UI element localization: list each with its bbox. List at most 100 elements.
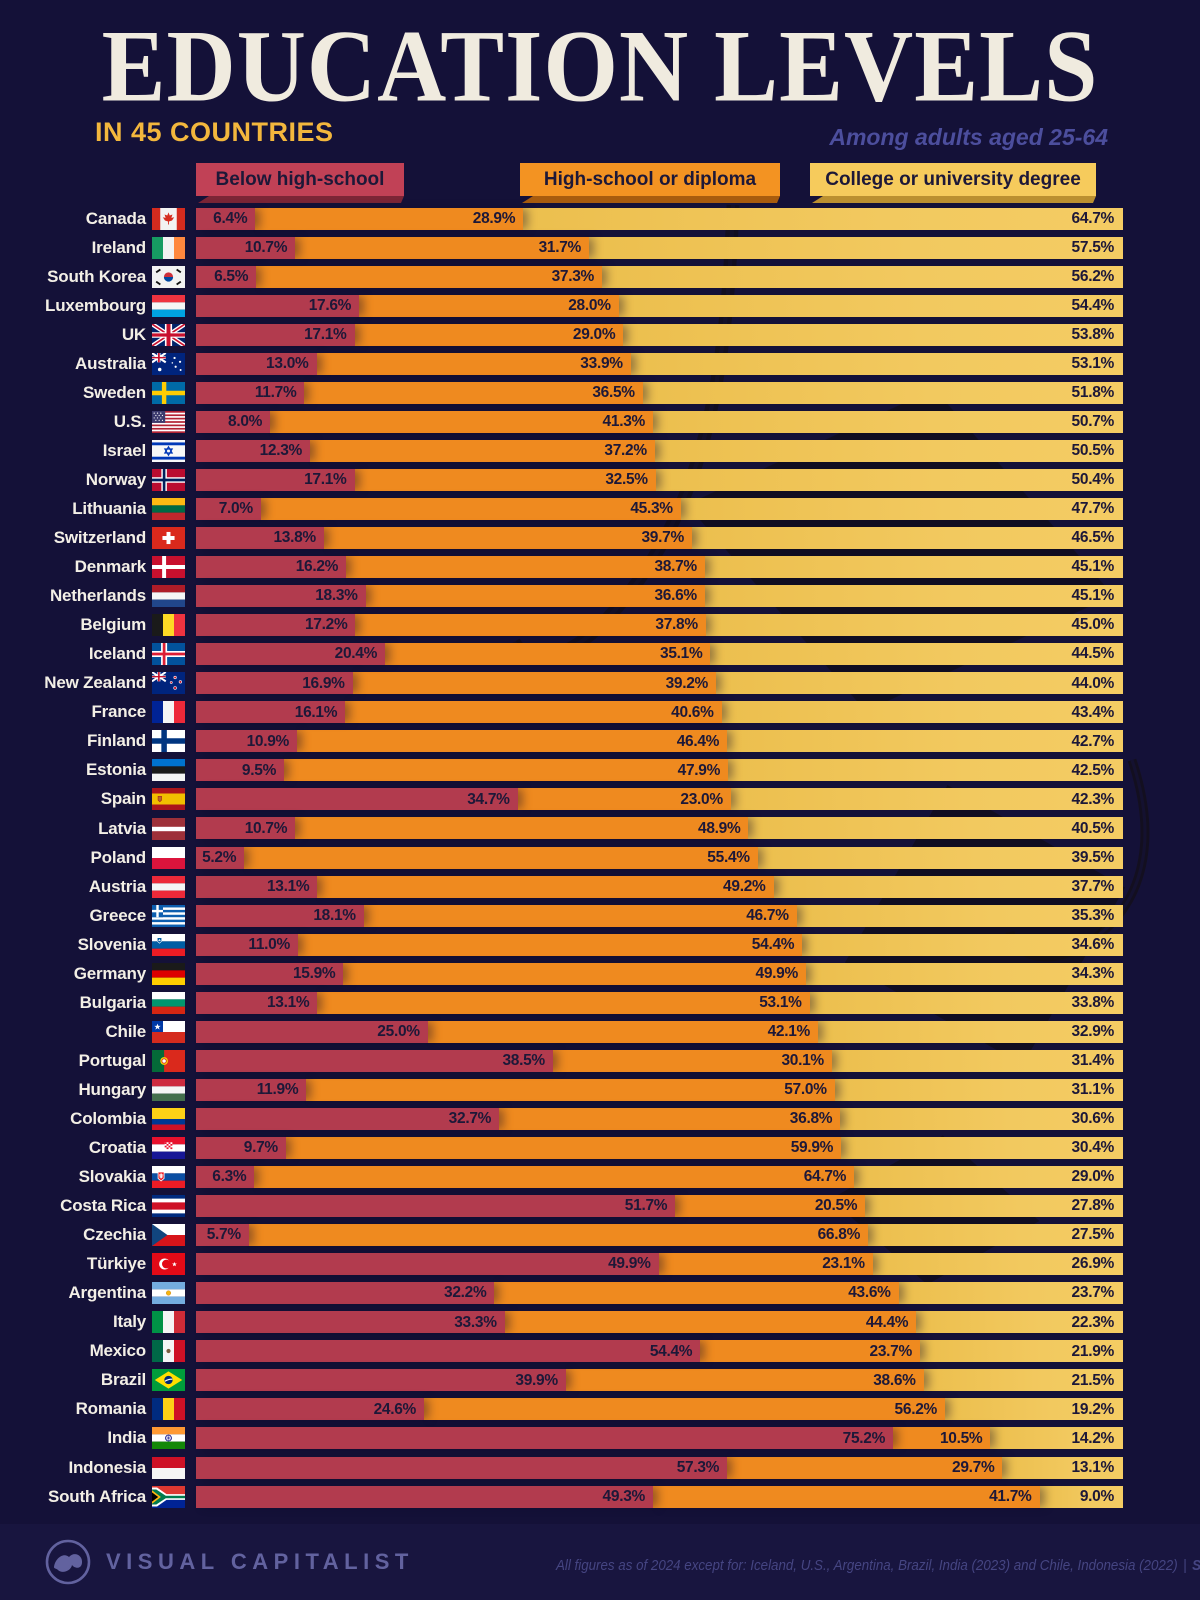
stacked-bar: 11.0% 54.4% 34.6% <box>196 933 1123 956</box>
country-row: Bulgaria 13.1% 53.1% 33.8% <box>0 988 1200 1017</box>
segment-value-label: 54.4% <box>751 935 795 953</box>
segment-college-degree: 50.7% <box>653 410 1123 433</box>
stacked-bar: 11.9% 57.0% 31.1% <box>196 1078 1123 1101</box>
country-name: U.S. <box>113 411 146 431</box>
country-name: Australia <box>75 353 146 373</box>
flag-icon-hungary <box>152 1078 185 1101</box>
segment-value-label: 38.6% <box>873 1371 916 1389</box>
segment-value-label: 12.3% <box>259 442 303 460</box>
country-row: Greece 18.1% 46.7% 35.3% <box>0 901 1200 930</box>
segment-highschool-diploma: 36.5% <box>304 381 643 404</box>
segment-value-label: 39.7% <box>641 529 684 547</box>
segment-value-label: 54.4% <box>1071 296 1115 314</box>
segment-highschool-diploma: 37.2% <box>310 439 655 462</box>
segment-value-label: 47.9% <box>677 761 721 779</box>
segment-value-label: 49.9% <box>608 1255 651 1273</box>
segment-below-highschool: 17.6% <box>196 294 360 317</box>
segment-value-label: 50.5% <box>1071 442 1115 460</box>
segment-highschool-diploma: 38.6% <box>565 1369 924 1392</box>
segment-value-label: 28.0% <box>568 296 611 314</box>
segment-below-highschool: 10.7% <box>196 236 296 259</box>
segment-below-highschool: 17.1% <box>196 323 355 346</box>
country-name: Belgium <box>80 615 146 635</box>
flag-icon-poland <box>152 846 185 869</box>
segment-value-label: 53.8% <box>1071 325 1115 343</box>
country-name: Latvia <box>98 818 146 838</box>
segment-value-label: 55.4% <box>707 848 750 866</box>
segment-below-highschool: 5.2% <box>196 846 245 869</box>
country-row: Colombia 32.7% 36.8% 30.6% <box>0 1104 1200 1133</box>
country-name: Poland <box>90 847 147 867</box>
segment-value-label: 20.5% <box>814 1197 858 1215</box>
segment-highschool-diploma: 37.8% <box>355 614 706 637</box>
segment-value-label: 7.0% <box>218 500 253 518</box>
flag-icon-australia <box>152 352 185 375</box>
segment-value-label: 37.7% <box>1071 877 1115 895</box>
segment-value-label: 14.2% <box>1071 1429 1115 1447</box>
country-row: Spain 34.7% 23.0% 42.3% <box>0 785 1200 814</box>
country-name: South Africa <box>47 1486 146 1506</box>
segment-value-label: 9.0% <box>1079 1487 1114 1505</box>
segment-below-highschool: 24.6% <box>196 1398 425 1421</box>
flag-icon-slovenia <box>152 933 185 956</box>
segment-value-label: 43.6% <box>848 1284 891 1302</box>
segment-college-degree: 31.1% <box>834 1078 1123 1101</box>
segment-value-label: 33.8% <box>1071 994 1115 1012</box>
segment-college-degree: 29.0% <box>854 1166 1123 1189</box>
subtitle-countries: IN 45 COUNTRIES <box>95 117 334 147</box>
country-row: Canada 6.4% 28.9% 64.7% <box>0 204 1200 233</box>
segment-value-label: 59.9% <box>790 1139 834 1157</box>
country-name: Croatia <box>88 1138 146 1158</box>
segment-value-label: 6.5% <box>214 267 249 285</box>
flag-icon-indonesia <box>152 1456 185 1479</box>
stacked-bar: 13.1% 49.2% 37.7% <box>196 875 1123 898</box>
country-row: Croatia 9.7% 59.9% 30.4% <box>0 1134 1200 1163</box>
segment-highschool-diploma: 39.7% <box>323 527 692 550</box>
segment-college-degree: 54.4% <box>618 294 1123 317</box>
segment-highschool-diploma: 40.6% <box>345 701 722 724</box>
stacked-bar: 17.2% 37.8% 45.0% <box>196 614 1123 637</box>
segment-value-label: 16.9% <box>302 674 345 692</box>
country-name: Germany <box>73 963 147 983</box>
flag-icon-luxembourg <box>152 294 185 317</box>
country-row: Hungary 11.9% 57.0% 31.1% <box>0 1075 1200 1104</box>
flag-icon-finland <box>152 730 185 753</box>
segment-below-highschool: 38.5% <box>196 1049 553 1072</box>
flag-icon-uk <box>152 323 185 346</box>
flag-icon-south-africa <box>152 1485 185 1508</box>
segment-below-highschool: 57.3% <box>196 1456 728 1479</box>
segment-highschool-diploma: 36.8% <box>499 1107 841 1130</box>
flag-icon-mexico <box>152 1340 185 1363</box>
segment-value-label: 5.7% <box>206 1226 241 1244</box>
country-name: Indonesia <box>68 1457 146 1477</box>
stacked-bar: 38.5% 30.1% 31.4% <box>196 1049 1123 1072</box>
segment-highschool-diploma: 56.2% <box>424 1398 945 1421</box>
segment-college-degree: 50.4% <box>655 468 1123 491</box>
segment-value-label: 5.2% <box>202 848 237 866</box>
segment-value-label: 44.5% <box>1071 645 1115 663</box>
segment-value-label: 9.7% <box>243 1139 278 1157</box>
segment-highschool-diploma: 35.1% <box>385 643 711 666</box>
segment-college-degree: 57.5% <box>589 236 1123 259</box>
country-row: Portugal 38.5% 30.1% 31.4% <box>0 1046 1200 1075</box>
segment-value-label: 57.5% <box>1071 238 1115 256</box>
country-row: Iceland 20.4% 35.1% 44.5% <box>0 640 1200 669</box>
stacked-bar: 33.3% 44.4% 22.3% <box>196 1311 1123 1334</box>
segment-highschool-diploma: 44.4% <box>504 1311 917 1334</box>
stacked-bar: 13.8% 39.7% 46.5% <box>196 527 1123 550</box>
stacked-bar: 24.6% 56.2% 19.2% <box>196 1398 1123 1421</box>
country-row: South Africa 49.3% 41.7% 9.0% <box>0 1482 1200 1511</box>
segment-value-label: 17.1% <box>304 471 347 489</box>
segment-value-label: 18.1% <box>313 906 356 924</box>
country-name: South Korea <box>47 266 146 286</box>
segment-value-label: 54.4% <box>649 1342 693 1360</box>
segment-value-label: 18.3% <box>315 587 358 605</box>
segment-value-label: 57.0% <box>784 1081 827 1099</box>
stacked-bar: 17.6% 28.0% 54.4% <box>196 294 1123 317</box>
segment-value-label: 17.1% <box>304 325 347 343</box>
legend-label: College or university degree <box>825 168 1081 190</box>
segment-college-degree: 23.7% <box>898 1282 1123 1305</box>
segment-highschool-diploma: 49.9% <box>343 962 806 985</box>
segment-value-label: 26.9% <box>1071 1255 1115 1273</box>
